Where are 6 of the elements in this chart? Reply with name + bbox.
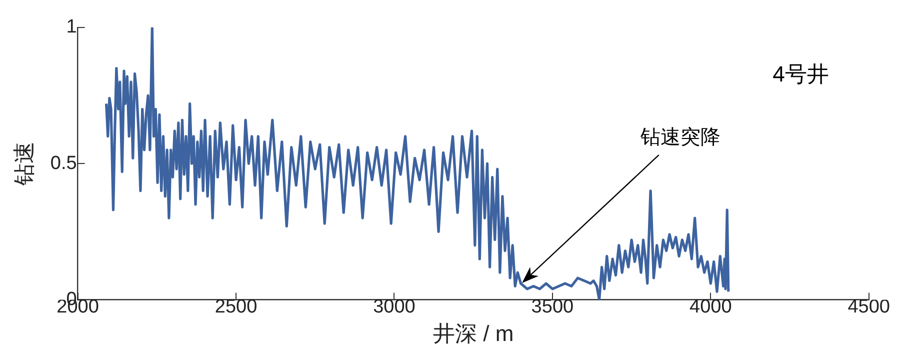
annotation: 钻速突降 (640, 126, 721, 149)
y-axis-title: 钻速 (11, 142, 36, 187)
annotation: 4号井 (772, 61, 829, 86)
y-tick-label: 1 (66, 16, 77, 38)
x-axis-title: 井深 / m (433, 320, 514, 346)
y-tick-label: 0.5 (50, 152, 77, 174)
